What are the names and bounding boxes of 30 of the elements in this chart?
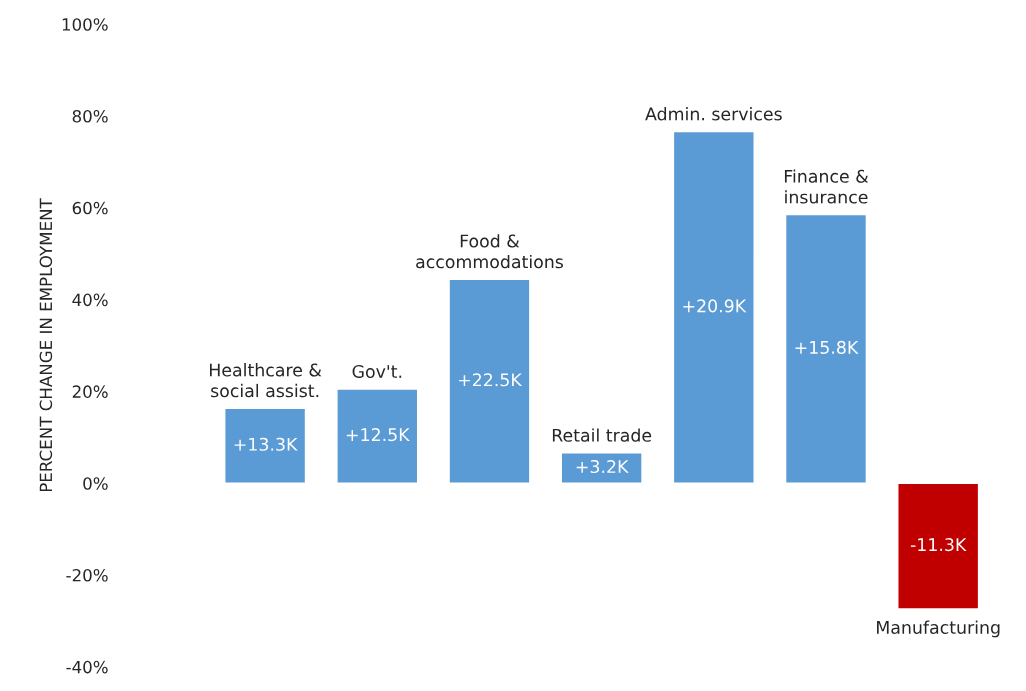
bar — [336, 388, 419, 484]
y-tick-label: 0% — [83, 477, 108, 490]
y-tick-label: 40% — [72, 293, 108, 307]
y-tick-label: 20% — [72, 385, 108, 398]
x-tick-label: Manufacturing — [877, 620, 1000, 638]
x-tick-label: Healthcare & social assist. — [209, 363, 322, 398]
y-tick-label: 100% — [62, 18, 108, 31]
x-tick-label: Finance & insurance — [784, 169, 869, 204]
annotation: +3.2K — [576, 459, 629, 474]
y-tick-label: 80% — [72, 109, 108, 123]
y-tick-label: 60% — [72, 201, 108, 215]
bar — [224, 407, 307, 484]
x-tick-label: Gov't. — [352, 364, 402, 379]
bar — [784, 213, 868, 484]
y-tick-label: -40% — [66, 660, 108, 674]
x-tick-label: Admin. services — [645, 107, 782, 121]
annotation: +13.3K — [234, 437, 298, 451]
annotation: +15.8K — [795, 340, 859, 354]
x-tick-label: Food & accommodations — [416, 234, 563, 269]
y-tick-label: -20% — [66, 568, 108, 582]
x-tick-label: Retail trade — [552, 428, 652, 442]
annotation: -11.3K — [910, 538, 967, 552]
bar — [897, 482, 980, 610]
annotation: +12.5K — [346, 428, 410, 442]
annotation: +22.5K — [459, 373, 523, 387]
annotation: +20.9K — [683, 299, 747, 313]
y-axis-title: PERCENT CHANGE IN EMPLOYMENT — [39, 198, 53, 492]
bar — [560, 452, 643, 484]
bar — [672, 130, 755, 484]
bar — [448, 278, 531, 484]
